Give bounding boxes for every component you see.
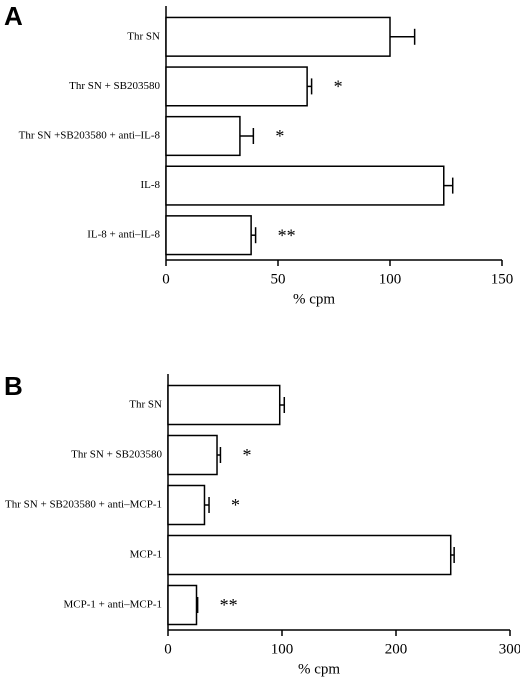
annotation: * — [231, 495, 240, 515]
category-label: MCP-1 + anti–MCP-1 — [64, 599, 163, 611]
category-label: IL-8 + anti–IL-8 — [87, 229, 160, 241]
x-tick-label: 50 — [271, 271, 286, 287]
category-label: Thr SN + SB203580 + anti–MCP-1 — [5, 499, 162, 511]
bar — [167, 584, 198, 626]
bar — [167, 534, 452, 576]
bar — [165, 115, 241, 157]
x-tick-label: 0 — [162, 271, 170, 287]
category-label: MCP-1 — [130, 549, 162, 561]
bar — [165, 66, 308, 107]
bar — [167, 484, 206, 526]
annotation: * — [275, 126, 284, 146]
bar — [165, 215, 252, 256]
category-label: Thr SN + SB203580 — [69, 80, 160, 92]
x-tick-label: 150 — [491, 271, 514, 287]
x-tick-label: 100 — [379, 271, 402, 287]
bar — [165, 165, 445, 206]
panel-label: B — [4, 371, 23, 401]
x-tick-label: 300 — [499, 641, 520, 657]
bar — [165, 16, 391, 57]
bar — [167, 434, 218, 476]
annotation: ** — [278, 225, 296, 245]
annotation: ** — [220, 595, 238, 615]
x-tick-label: 100 — [271, 641, 294, 657]
x-axis-label: % cpm — [293, 291, 335, 307]
bar — [167, 384, 281, 426]
x-tick-label: 0 — [164, 641, 172, 657]
x-tick-label: 200 — [385, 641, 408, 657]
annotation: * — [242, 445, 251, 465]
category-label: Thr SN — [129, 399, 162, 411]
annotation: * — [334, 77, 343, 97]
panel-label: A — [4, 1, 23, 31]
x-axis-label: % cpm — [298, 661, 340, 677]
category-label: Thr SN — [127, 30, 160, 42]
category-label: Thr SN +SB203580 + anti–IL-8 — [19, 130, 161, 142]
category-label: IL-8 — [140, 179, 160, 191]
category-label: Thr SN + SB203580 — [71, 449, 162, 461]
